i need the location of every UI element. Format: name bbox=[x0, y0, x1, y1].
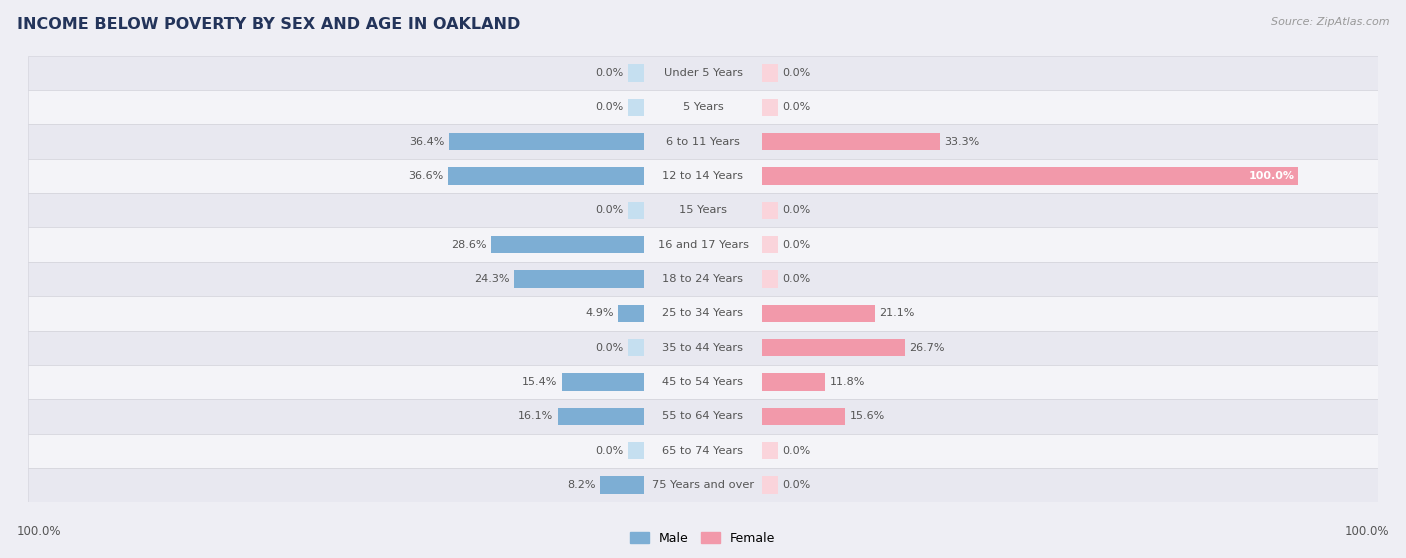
Text: 36.6%: 36.6% bbox=[409, 171, 444, 181]
Text: 25 to 34 Years: 25 to 34 Years bbox=[662, 309, 744, 318]
Bar bbox=[28, 330, 1378, 365]
Text: 65 to 74 Years: 65 to 74 Years bbox=[662, 446, 744, 456]
Bar bbox=[28, 434, 1378, 468]
Bar bbox=[600, 477, 644, 494]
Bar bbox=[28, 193, 1378, 228]
Bar bbox=[628, 442, 644, 459]
Bar bbox=[762, 64, 778, 81]
Text: 11.8%: 11.8% bbox=[830, 377, 865, 387]
Text: 0.0%: 0.0% bbox=[596, 68, 624, 78]
Text: 100.0%: 100.0% bbox=[1249, 171, 1295, 181]
Bar bbox=[449, 167, 644, 185]
Bar bbox=[28, 399, 1378, 434]
Bar bbox=[628, 339, 644, 356]
Bar bbox=[762, 236, 778, 253]
Text: 33.3%: 33.3% bbox=[945, 137, 980, 147]
Text: 0.0%: 0.0% bbox=[782, 274, 810, 284]
Bar bbox=[762, 373, 825, 391]
Text: 15.4%: 15.4% bbox=[522, 377, 557, 387]
Text: Source: ZipAtlas.com: Source: ZipAtlas.com bbox=[1271, 17, 1389, 27]
Text: 100.0%: 100.0% bbox=[17, 525, 62, 537]
Bar bbox=[762, 477, 778, 494]
Bar bbox=[28, 124, 1378, 159]
Text: 36.4%: 36.4% bbox=[409, 137, 444, 147]
Bar bbox=[762, 339, 905, 356]
Bar bbox=[628, 99, 644, 116]
Bar bbox=[617, 305, 644, 322]
Bar bbox=[28, 468, 1378, 502]
Bar bbox=[762, 133, 941, 150]
Text: 6 to 11 Years: 6 to 11 Years bbox=[666, 137, 740, 147]
Bar bbox=[28, 262, 1378, 296]
Bar bbox=[28, 296, 1378, 330]
Text: 16 and 17 Years: 16 and 17 Years bbox=[658, 240, 748, 249]
Text: Under 5 Years: Under 5 Years bbox=[664, 68, 742, 78]
Bar bbox=[561, 373, 644, 391]
Bar bbox=[762, 167, 1298, 185]
Text: 0.0%: 0.0% bbox=[782, 480, 810, 490]
Bar bbox=[762, 442, 778, 459]
Bar bbox=[491, 236, 644, 253]
Text: 0.0%: 0.0% bbox=[782, 68, 810, 78]
Text: 75 Years and over: 75 Years and over bbox=[652, 480, 754, 490]
Text: 8.2%: 8.2% bbox=[568, 480, 596, 490]
Bar bbox=[28, 228, 1378, 262]
Bar bbox=[762, 99, 778, 116]
Text: INCOME BELOW POVERTY BY SEX AND AGE IN OAKLAND: INCOME BELOW POVERTY BY SEX AND AGE IN O… bbox=[17, 17, 520, 32]
Text: 21.1%: 21.1% bbox=[879, 309, 914, 318]
Legend: Male, Female: Male, Female bbox=[626, 527, 780, 550]
Text: 26.7%: 26.7% bbox=[910, 343, 945, 353]
Text: 35 to 44 Years: 35 to 44 Years bbox=[662, 343, 744, 353]
Text: 12 to 14 Years: 12 to 14 Years bbox=[662, 171, 744, 181]
Text: 16.1%: 16.1% bbox=[519, 411, 554, 421]
Bar bbox=[449, 133, 644, 150]
Text: 0.0%: 0.0% bbox=[782, 205, 810, 215]
Text: 0.0%: 0.0% bbox=[596, 343, 624, 353]
Text: 55 to 64 Years: 55 to 64 Years bbox=[662, 411, 744, 421]
Bar bbox=[762, 271, 778, 287]
Text: 18 to 24 Years: 18 to 24 Years bbox=[662, 274, 744, 284]
Text: 0.0%: 0.0% bbox=[782, 240, 810, 249]
Text: 24.3%: 24.3% bbox=[474, 274, 509, 284]
Bar bbox=[762, 305, 875, 322]
Text: 4.9%: 4.9% bbox=[585, 309, 613, 318]
Text: 0.0%: 0.0% bbox=[596, 102, 624, 112]
Bar bbox=[28, 90, 1378, 124]
Text: 0.0%: 0.0% bbox=[596, 205, 624, 215]
Text: 100.0%: 100.0% bbox=[1344, 525, 1389, 537]
Bar bbox=[762, 202, 778, 219]
Text: 0.0%: 0.0% bbox=[782, 446, 810, 456]
Text: 28.6%: 28.6% bbox=[451, 240, 486, 249]
Text: 45 to 54 Years: 45 to 54 Years bbox=[662, 377, 744, 387]
Bar bbox=[628, 64, 644, 81]
Bar bbox=[762, 408, 845, 425]
Bar bbox=[558, 408, 644, 425]
Bar bbox=[515, 271, 644, 287]
Bar bbox=[28, 56, 1378, 90]
Text: 5 Years: 5 Years bbox=[683, 102, 723, 112]
Bar bbox=[28, 159, 1378, 193]
Text: 0.0%: 0.0% bbox=[596, 446, 624, 456]
Bar bbox=[28, 365, 1378, 399]
Text: 0.0%: 0.0% bbox=[782, 102, 810, 112]
Bar bbox=[628, 202, 644, 219]
Text: 15 Years: 15 Years bbox=[679, 205, 727, 215]
Text: 15.6%: 15.6% bbox=[849, 411, 884, 421]
